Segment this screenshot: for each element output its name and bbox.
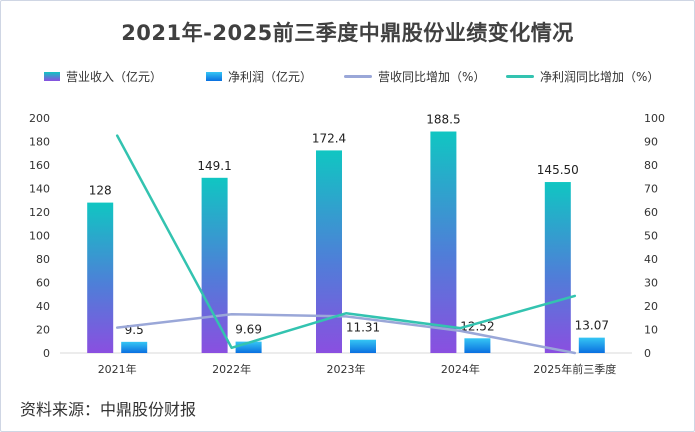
y-right-tick-6: 60	[644, 206, 658, 219]
y-left-tick-8: 160	[29, 159, 50, 172]
bar-revenue-1	[201, 177, 228, 353]
bar-revenue-2	[316, 150, 342, 353]
x-tick-label-3: 2024年	[441, 362, 480, 376]
x-tick-label-4: 2025年前三季度	[533, 362, 616, 376]
legend-swatch-profit-growth	[506, 74, 534, 78]
data-label-revenue-4: 145.50	[537, 163, 579, 177]
legend-label-revenue: 营业收入（亿元）	[66, 69, 163, 84]
legend-label-profit-growth: 净利润同比增加（%）	[540, 69, 660, 84]
y-left-tick-5: 100	[29, 230, 50, 243]
y-right-tick-2: 20	[644, 300, 658, 313]
bar-profit-2	[350, 339, 376, 353]
legend-item-revenue: 营业收入（亿元）	[44, 66, 162, 86]
data-label-revenue-1: 149.1	[197, 159, 231, 173]
data-label-revenue-2: 172.4	[312, 131, 346, 145]
x-tick-label-0: 2021年	[98, 362, 137, 376]
legend: 营业收入（亿元） 净利润（亿元） 营收同比增加（%） 净利润同比增加（%）	[0, 66, 695, 86]
legend-item-revenue-growth: 营收同比增加（%）	[344, 66, 485, 86]
y-left-tick-9: 180	[29, 136, 50, 149]
line-revenue-growth	[115, 312, 577, 355]
data-label-revenue-3: 188.5	[426, 113, 460, 127]
y-left-tick-2: 40	[36, 300, 50, 313]
y-left-tick-3: 60	[36, 277, 50, 290]
bar-revenue-3	[430, 131, 457, 353]
y-right-tick-10: 100	[644, 112, 665, 125]
bar-profit-4	[578, 337, 605, 353]
bar-profit-1	[235, 341, 262, 353]
bar-revenue-4	[544, 182, 571, 353]
y-right-tick-0: 0	[644, 347, 651, 360]
y-left-tick-0: 0	[43, 347, 50, 360]
data-label-profit-4: 13.07	[575, 319, 609, 333]
y-left-tick-4: 80	[36, 253, 50, 266]
y-left-tick-6: 120	[29, 206, 50, 219]
y-right-tick-7: 70	[644, 183, 658, 196]
data-label-profit-1: 9.69	[235, 323, 262, 337]
line-profit-growth	[115, 134, 577, 350]
y-right-tick-3: 30	[644, 277, 658, 290]
data-label-profit-3: 12.52	[460, 319, 494, 333]
bar-profit-3	[464, 338, 491, 353]
legend-swatch-revenue-growth	[344, 74, 372, 78]
y-left-tick-1: 20	[36, 324, 50, 337]
legend-item-profit: 净利润（亿元）	[206, 66, 312, 86]
y-right-tick-8: 80	[644, 159, 658, 172]
bar-revenue-0	[87, 202, 114, 353]
x-tick-label-1: 2022年	[212, 362, 251, 376]
legend-label-revenue-growth: 营收同比增加（%）	[378, 69, 486, 84]
legend-swatch-profit	[206, 71, 222, 81]
y-right-tick-1: 10	[644, 324, 658, 337]
y-left-tick-10: 200	[29, 112, 50, 125]
y-right-tick-9: 90	[644, 136, 658, 149]
x-tick-label-2: 2023年	[327, 362, 366, 376]
legend-label-profit: 净利润（亿元）	[228, 69, 313, 84]
chart-title: 2021年-2025前三季度中鼎股份业绩变化情况	[121, 21, 574, 45]
bar-profit-0	[121, 341, 148, 353]
source-note: 资料来源：中鼎股份财报	[20, 400, 197, 419]
legend-item-profit-growth: 净利润同比增加（%）	[506, 66, 659, 86]
legend-swatch-revenue	[44, 71, 60, 81]
y-right-tick-4: 40	[644, 253, 658, 266]
data-label-revenue-0: 128	[89, 184, 112, 198]
data-label-profit-2: 11.31	[346, 321, 380, 335]
y-right-tick-5: 50	[644, 230, 658, 243]
y-left-tick-7: 140	[29, 183, 50, 196]
